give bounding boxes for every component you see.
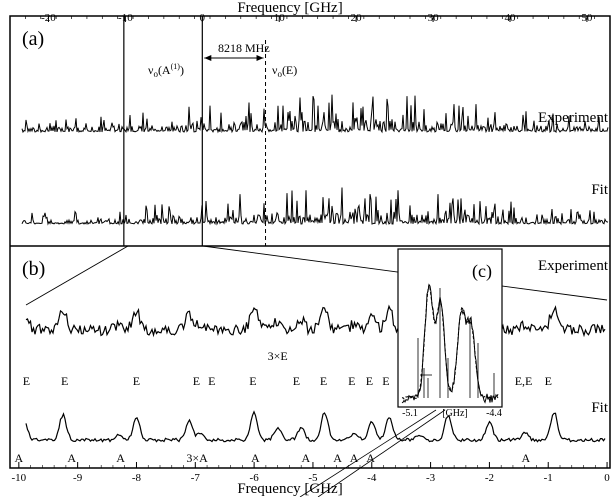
e-label: E — [133, 374, 140, 388]
bottom-tick-label: 0 — [604, 472, 610, 484]
panel-b-fit-label: Fit — [591, 400, 609, 416]
panel-b-label: (b) — [22, 258, 45, 280]
bottom-tick-label: -7 — [191, 472, 201, 484]
a-label: A — [350, 451, 359, 465]
panel-a-experiment-trace — [21, 94, 609, 134]
a-label: A — [302, 451, 311, 465]
top-tick-label: -20 — [41, 12, 56, 24]
e-label: E — [193, 374, 200, 388]
e-label: E — [382, 374, 389, 388]
e-label: E — [348, 374, 355, 388]
panel-a-fit-trace — [21, 187, 609, 226]
top-tick-label: 10 — [274, 12, 286, 24]
plot-frame — [9, 15, 611, 469]
inset-c: (c) [GHz] -5.1 -4.4 — [397, 248, 503, 419]
top-tick-label: 20 — [351, 12, 363, 24]
panel-b-experiment-trace — [25, 304, 606, 338]
panel-b-fit-trace — [25, 410, 606, 443]
bottom-tick-label: -4 — [367, 472, 377, 484]
a-label: A — [333, 451, 342, 465]
e-label: E,E — [515, 374, 533, 388]
panel-a-fit-label: Fit — [591, 182, 609, 198]
bottom-tick-label: -6 — [250, 472, 260, 484]
arrow-head-left — [204, 55, 212, 61]
e-label: E — [320, 374, 327, 388]
a-label: 3×A — [186, 451, 208, 465]
bottom-axis-title: Frequency [GHz] — [237, 481, 342, 497]
inset-pointer-2 — [317, 409, 446, 497]
a-label: A — [522, 451, 531, 465]
e-label: E — [545, 374, 552, 388]
inset-tick-right: -4.4 — [486, 408, 502, 419]
bottom-tick-label: -2 — [485, 472, 494, 484]
e-label: E — [249, 374, 256, 388]
top-axis-title: Frequency [GHz] — [237, 0, 342, 16]
top-tick-label: -10 — [118, 12, 133, 24]
bottom-tick-label: -9 — [73, 472, 83, 484]
a-label: A — [67, 451, 76, 465]
nu-a-label: νo(A(1)) — [148, 62, 184, 79]
e-label: 3×E — [268, 349, 288, 363]
bottom-tick-label: -5 — [308, 472, 318, 484]
bottom-tick-label: -1 — [544, 472, 553, 484]
top-tick-label: 30 — [428, 12, 440, 24]
inset-label: (c) — [472, 261, 492, 282]
splitting-label: 8218 MHz — [218, 41, 270, 55]
arrow-head-right — [256, 55, 264, 61]
top-tick-label: 50 — [581, 12, 593, 24]
a-label: A — [116, 451, 125, 465]
a-label: A — [14, 451, 23, 465]
e-label: E — [208, 374, 215, 388]
e-label: E — [61, 374, 68, 388]
panel-a-label: (a) — [22, 28, 44, 50]
bottom-axis-ticks: -10 -9 -8 -7 -6 -5 -4 -3 -2 -1 0 — [11, 462, 610, 484]
e-label: E — [366, 374, 373, 388]
top-axis-ticks: -20-1001020304050 — [9, 12, 611, 24]
a-symmetry-labels: A A A 3×A A A A A A A — [14, 451, 530, 465]
e-symmetry-labels: E E E E E E3×EE E E E E E,E E — [23, 349, 552, 388]
bottom-tick-label: -8 — [132, 472, 142, 484]
panel-a-experiment-label: Experiment — [538, 110, 609, 126]
bottom-tick-label: -3 — [426, 472, 436, 484]
e-label: E — [23, 374, 30, 388]
inset-frame — [397, 248, 503, 408]
top-tick-label: 40 — [505, 12, 517, 24]
zoom-connector-left — [25, 245, 129, 306]
inset-tick-left: -5.1 — [402, 408, 418, 419]
inset-stick-spectrum — [417, 288, 495, 398]
panel-b-experiment-label: Experiment — [538, 258, 609, 274]
bottom-tick-label: -10 — [11, 472, 26, 484]
a-label: A — [251, 451, 260, 465]
inset-unit-label: [GHz] — [442, 408, 468, 419]
a-label: A — [366, 451, 375, 465]
nu-e-label: νo(E) — [272, 63, 297, 79]
e-label: E — [293, 374, 300, 388]
inset-pointer-1 — [299, 409, 437, 497]
